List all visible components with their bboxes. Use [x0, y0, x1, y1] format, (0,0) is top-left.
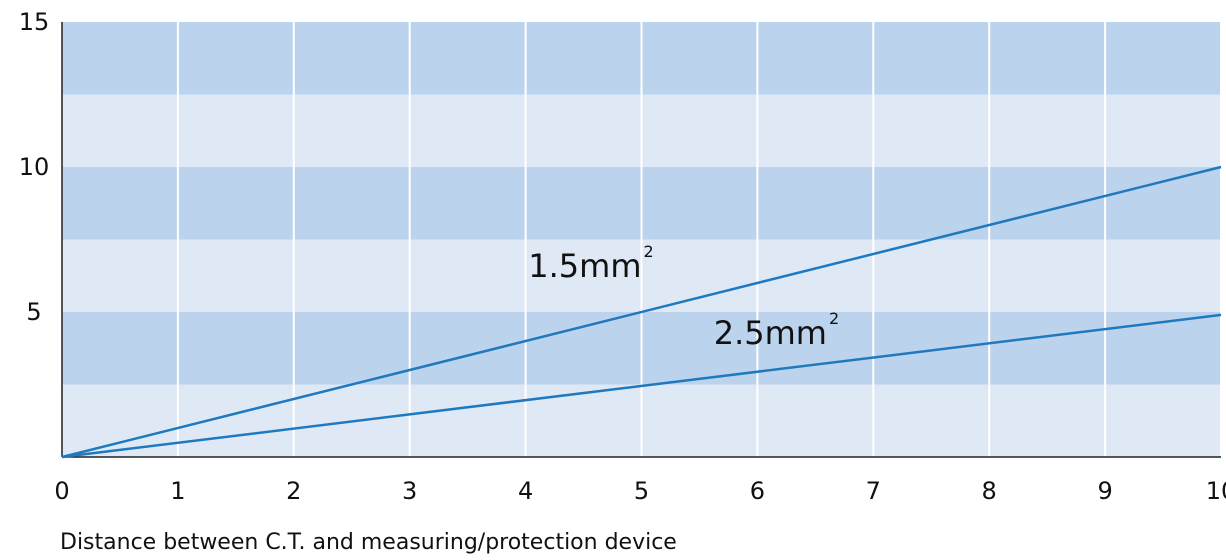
x-tick-label: 5	[634, 477, 649, 505]
series-line-2	[61, 313, 1222, 459]
x-tick-label: 10	[1206, 477, 1226, 505]
series-label-2: 2.5mm	[714, 314, 827, 352]
series-label-superscript: 2	[644, 242, 654, 261]
x-tick-label: 4	[518, 477, 533, 505]
x-tick-label: 3	[402, 477, 417, 505]
grid-lines	[176, 22, 1222, 457]
axes	[61, 22, 1221, 458]
series-line-1	[61, 165, 1222, 459]
x-tick-label: 2	[286, 477, 301, 505]
series-label-1: 1.5mm	[528, 247, 641, 285]
x-tick-label: 0	[54, 477, 69, 505]
x-tick-label: 8	[982, 477, 997, 505]
y-tick-label: 10	[19, 153, 50, 181]
x-tick-label: 7	[866, 477, 881, 505]
y-tick-label: 5	[26, 298, 41, 326]
series-lines	[61, 165, 1222, 459]
x-axis-title: Distance between C.T. and measuring/prot…	[60, 530, 677, 555]
x-tick-label: 9	[1097, 477, 1112, 505]
y-tick-label: 15	[19, 8, 50, 36]
x-tick-label: 6	[750, 477, 765, 505]
tick-labels: 0 1 2 3 4 5 6 7 8 9 10 5 10 15	[19, 8, 1226, 505]
series-labels: 1.5mm 22.5mm 2	[528, 242, 839, 352]
x-tick-label: 1	[170, 477, 185, 505]
series-label-superscript: 2	[829, 309, 839, 328]
